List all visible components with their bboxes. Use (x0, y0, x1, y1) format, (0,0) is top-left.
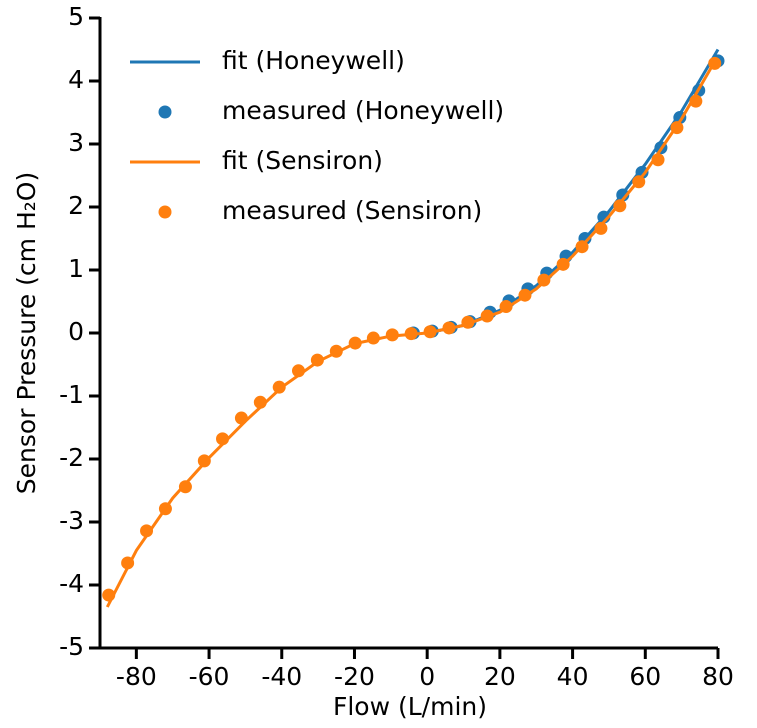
legend-label: fit (Sensiron) (222, 146, 383, 175)
data-point (461, 315, 475, 329)
y-tick-label: -5 (59, 632, 84, 661)
data-point (348, 336, 362, 350)
data-point (404, 327, 418, 341)
data-point (556, 257, 570, 271)
data-point (499, 300, 513, 314)
legend-marker (158, 105, 172, 119)
data-point (329, 344, 343, 358)
data-point (651, 153, 665, 167)
data-point (253, 395, 267, 409)
legend-label: fit (Honeywell) (222, 46, 405, 75)
data-point (616, 188, 630, 202)
legend-marker (158, 205, 172, 219)
y-tick-label: 1 (68, 254, 84, 283)
x-tick-label: 20 (484, 662, 516, 691)
y-axis-label: Sensor Pressure (cm H₂O) (12, 172, 41, 494)
data-point (442, 321, 456, 335)
data-point (689, 94, 703, 108)
data-point (272, 380, 286, 394)
data-point (178, 480, 192, 494)
y-tick-label: 2 (68, 191, 84, 220)
data-point (632, 175, 646, 189)
data-point (140, 524, 154, 538)
legend-label: measured (Sensiron) (222, 196, 482, 225)
fit-line (426, 48, 720, 335)
data-point (385, 328, 399, 342)
data-point (197, 454, 211, 468)
y-tick-label: -1 (59, 380, 84, 409)
data-point (121, 556, 135, 570)
x-tick-label: 0 (419, 662, 435, 691)
data-point (423, 325, 437, 339)
y-tick-label: 4 (68, 65, 84, 94)
data-point (537, 273, 551, 287)
y-tick-label: -4 (59, 569, 84, 598)
x-tick-label: -80 (116, 662, 157, 691)
y-tick-label: 3 (68, 128, 84, 157)
x-tick-label: 60 (629, 662, 661, 691)
data-point (234, 411, 248, 425)
data-point (480, 309, 494, 323)
x-axis-label: Flow (L/min) (333, 692, 487, 721)
data-point (366, 331, 380, 345)
data-point (594, 221, 608, 235)
y-tick-label: -2 (59, 443, 84, 472)
y-tick-label: -3 (59, 506, 84, 535)
x-tick-label: -20 (334, 662, 375, 691)
x-tick-label: 80 (702, 662, 734, 691)
data-point (310, 353, 324, 367)
y-tick-label: 5 (68, 2, 84, 31)
y-tick-label: 0 (68, 317, 84, 346)
data-point (575, 240, 589, 254)
data-point (102, 588, 116, 602)
x-tick-label: -40 (261, 662, 302, 691)
data-point (670, 121, 684, 135)
x-tick-label: -60 (189, 662, 230, 691)
data-point (613, 199, 627, 213)
data-point (518, 288, 532, 302)
data-point (158, 502, 172, 516)
legend-label: measured (Honeywell) (222, 96, 504, 125)
x-tick-label: 40 (557, 662, 589, 691)
data-point (291, 364, 305, 378)
data-point (708, 56, 722, 70)
data-point (216, 432, 230, 446)
